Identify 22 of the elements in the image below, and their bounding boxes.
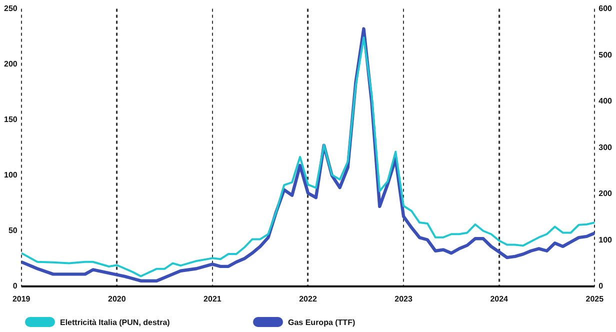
x-tick-label: 2021 <box>204 294 222 304</box>
y-tick-label: 50 <box>8 226 18 236</box>
x-tick-label: 2025 <box>586 294 604 304</box>
y2-tick-label: 600 <box>598 4 613 14</box>
y-tick-label: 200 <box>4 60 18 69</box>
x-tick-label: 2022 <box>299 294 318 304</box>
legend-label: Gas Europa (TTF) <box>288 318 356 326</box>
x-tick-label: 2023 <box>394 294 413 304</box>
x-tick-label: 2020 <box>108 294 126 304</box>
legend-label: Elettricità Italia (PUN, destra) <box>60 318 170 326</box>
y2-tick-label: 400 <box>598 96 613 106</box>
y-tick-label: 0 <box>12 282 18 291</box>
x-tick-label: 2024 <box>490 294 509 304</box>
x-tick-label: 2019 <box>12 294 31 304</box>
y2-tick-label: 100 <box>598 235 613 244</box>
y2-tick-label: 500 <box>598 50 613 60</box>
y2-tick-label: 300 <box>598 142 613 152</box>
y2-tick-label: 0 <box>598 282 604 291</box>
y2-tick-label: 200 <box>598 189 613 198</box>
y-tick-label: 150 <box>4 115 18 124</box>
y-tick-label: 250 <box>4 4 18 14</box>
y-tick-label: 100 <box>4 170 18 180</box>
